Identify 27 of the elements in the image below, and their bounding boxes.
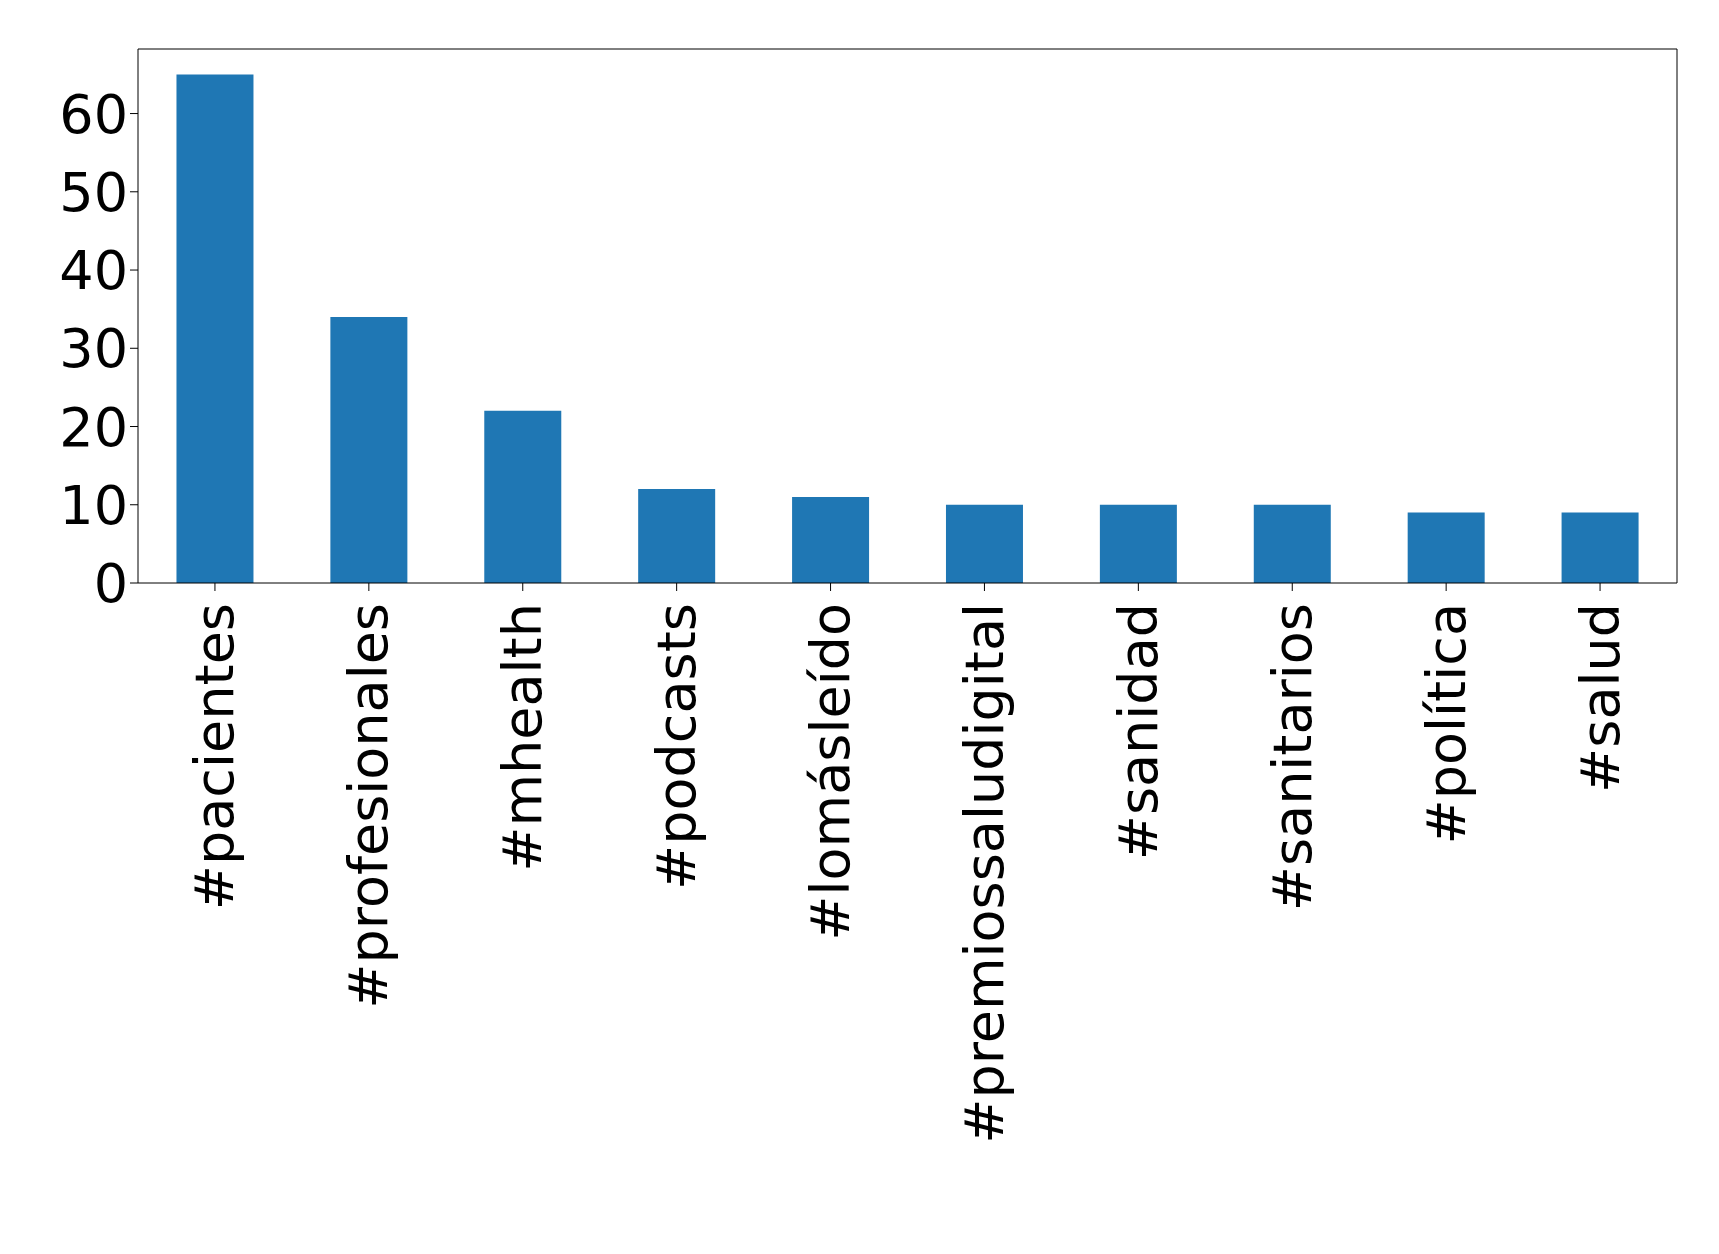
x-tick-label: #profesionales [337, 603, 401, 1009]
x-tick-label: #política [1414, 603, 1478, 845]
y-tick-label: 40 [59, 239, 128, 303]
bar [330, 316, 408, 583]
y-tick-label: 30 [59, 317, 128, 381]
x-tick-label: #lomásleído [799, 603, 863, 941]
y-tick-label: 20 [59, 395, 128, 459]
bar [484, 410, 562, 583]
bar [1099, 504, 1177, 583]
bar [1407, 512, 1485, 583]
x-tick-label: #salud [1568, 603, 1632, 793]
x-tick-label: #premiossaludigital [952, 603, 1016, 1144]
bar [1253, 504, 1331, 583]
x-tick-label: #mhealth [491, 603, 555, 872]
bar [945, 504, 1023, 583]
x-tick-label: #sanidad [1106, 603, 1170, 861]
bar [792, 496, 870, 583]
x-tick-label: #pacientes [183, 603, 247, 911]
bar [176, 74, 254, 583]
x-tick-label: #sanitarios [1260, 603, 1324, 912]
y-tick-label: 60 [59, 82, 128, 146]
bar [638, 489, 716, 583]
y-tick-label: 10 [59, 473, 128, 537]
y-tick-label: 0 [93, 552, 128, 616]
bar [1561, 512, 1639, 583]
y-tick-label: 50 [59, 160, 128, 224]
x-tick-label: #podcasts [645, 603, 709, 891]
